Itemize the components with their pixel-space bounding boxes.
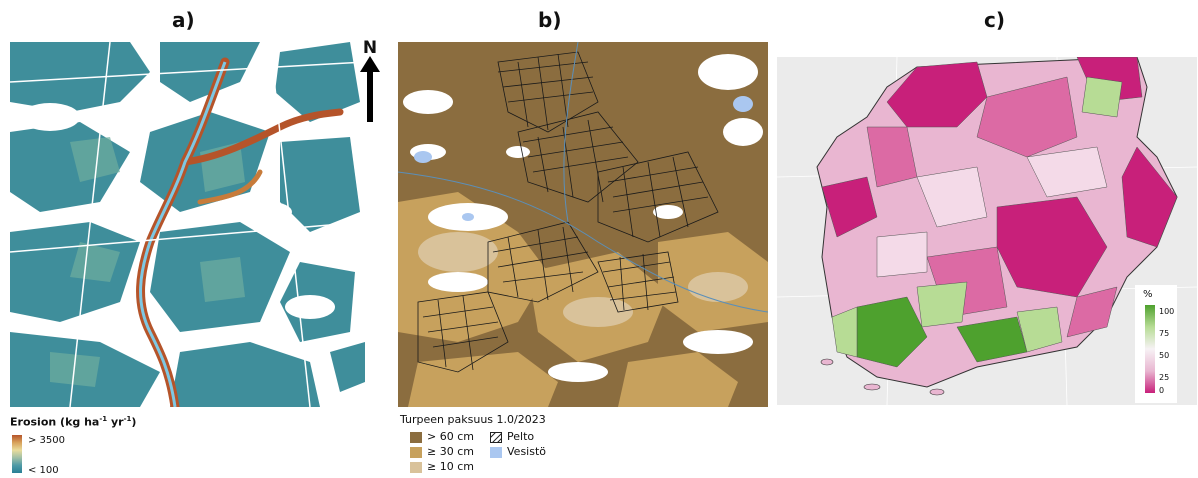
- water-bodies: [414, 96, 753, 221]
- north-arrow-icon: [360, 56, 380, 122]
- percentage-tick-zero: 0: [1159, 386, 1165, 395]
- percentage-ticks: 100 75 50 25: [1159, 307, 1175, 382]
- tributary-erosion-2: [197, 169, 263, 205]
- peat-map: [398, 42, 768, 407]
- erosion-color-ramp: [12, 435, 22, 473]
- tributary-erosion: [181, 108, 344, 166]
- peat-legend-title: Turpeen paksuus 1.0/2023: [400, 413, 546, 426]
- erosion-map: [10, 42, 365, 407]
- percentage-legend: % 100 75 50 25 0: [1135, 285, 1177, 403]
- panel-label-c: c): [984, 8, 1005, 32]
- swatch-deep: [410, 431, 422, 443]
- swatch-mid: [410, 446, 422, 458]
- peat-legend-item-deep: > 60 cm: [410, 430, 474, 444]
- streams: [398, 42, 768, 313]
- peat-legend: Turpeen paksuus 1.0/2023 > 60 cm ≥ 30 cm…: [400, 413, 700, 475]
- peat-legend-item-water: Vesistö: [490, 445, 546, 459]
- percentage-color-ramp: [1145, 305, 1155, 393]
- no-peat-areas: [403, 54, 763, 382]
- erosion-legend-title: Erosion (kg ha-1 yr-1): [10, 415, 137, 429]
- municipality-high-erosion: [821, 57, 1178, 298]
- municipality-light: [876, 146, 1108, 278]
- municipality-mid-pink: [866, 76, 1118, 338]
- erosion-high-label: > 3500: [28, 435, 66, 446]
- swatch-water: [490, 446, 502, 458]
- peat-legend-item-mid: ≥ 30 cm: [410, 445, 474, 459]
- coast-islands: [820, 358, 945, 396]
- panel-label-b: b): [538, 8, 562, 32]
- panel-label-a: a): [172, 8, 195, 32]
- roads: [10, 42, 365, 407]
- peat-legend-item-shallow: ≥ 10 cm: [410, 460, 474, 474]
- swatch-shallow: [410, 461, 422, 473]
- peat-legend-item-field: Pelto: [490, 430, 534, 444]
- north-label: N: [362, 38, 378, 58]
- white-gaps: [20, 103, 335, 335]
- percentage-unit: %: [1143, 289, 1153, 300]
- erosion-legend: Erosion (kg ha-1 yr-1) > 3500 < 100: [10, 415, 210, 476]
- field-hatching: [417, 51, 719, 373]
- peat-shallow-zones: [418, 232, 748, 327]
- erosion-low-label: < 100: [28, 465, 59, 476]
- hatch-swatch-icon: [490, 431, 502, 443]
- river: [139, 61, 227, 407]
- percentage-map: [777, 57, 1197, 405]
- municipality-light-green: [831, 76, 1123, 358]
